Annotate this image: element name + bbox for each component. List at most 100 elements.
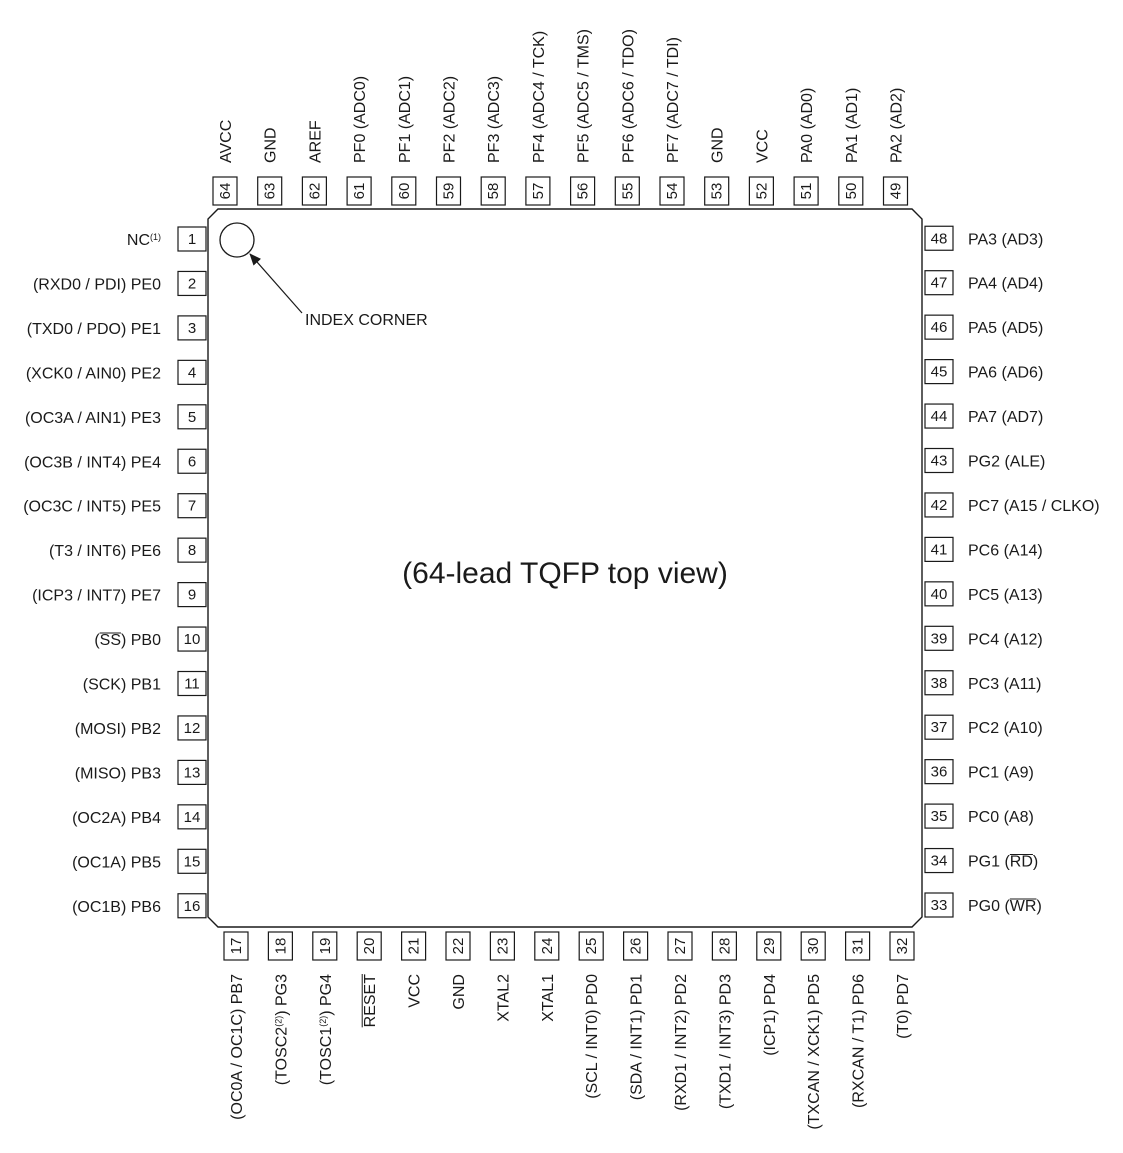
pin-box bbox=[480, 176, 506, 206]
pin-label: PG1 (RD) bbox=[968, 854, 1038, 871]
signal-text: PA0 (AD0) bbox=[799, 88, 816, 163]
pin-33: 33 PG0 (WR) bbox=[924, 892, 1042, 918]
pin-label: PA6 (AD6) bbox=[968, 365, 1043, 382]
pin-number: 40 bbox=[931, 586, 948, 603]
pin-label: AREF bbox=[307, 120, 324, 163]
pin-label: (RXCAN / T1) PD6 bbox=[851, 974, 868, 1108]
pin-label: (TXD0 / PDO) PE1 bbox=[27, 321, 161, 338]
signal-text: XTAL1 bbox=[540, 974, 557, 1022]
pin-45: 45 PA6 (AD6) bbox=[924, 359, 1043, 385]
signal-text: (TXD1 / INT3) PD3 bbox=[717, 974, 734, 1109]
active-low-signal: WR bbox=[1010, 898, 1037, 915]
pin-number: 21 bbox=[406, 938, 423, 955]
pin-box bbox=[257, 176, 283, 206]
pin-box bbox=[301, 176, 327, 206]
pin-35: 35 PC0 (A8) bbox=[924, 803, 1034, 829]
pin-label: PF7 (ADC7 / TDI) bbox=[665, 37, 682, 163]
pin-number: 48 bbox=[931, 230, 948, 247]
pin-label: PC7 (A15 / CLKO) bbox=[968, 498, 1100, 515]
pin-label: PC5 (A13) bbox=[968, 587, 1043, 604]
pin-9: 9 (ICP3 / INT7) PE7 bbox=[32, 581, 207, 608]
signal-text: PC2 (A10) bbox=[968, 720, 1043, 737]
pin-box bbox=[177, 404, 207, 430]
footnote-marker: (2) bbox=[273, 1016, 283, 1027]
pin-14: 14 (OC2A) PB4 bbox=[72, 804, 207, 830]
pin-number: 8 bbox=[188, 542, 196, 559]
pin-number: 15 bbox=[184, 853, 201, 870]
pin-box bbox=[924, 225, 954, 251]
active-low-signal: RESET bbox=[362, 974, 379, 1028]
pin-number: 50 bbox=[843, 183, 860, 200]
signal-text: (TXCAN / XCK1) PD5 bbox=[806, 974, 823, 1130]
pin-37: 37 PC2 (A10) bbox=[924, 714, 1043, 740]
pin-number: 30 bbox=[805, 938, 822, 955]
pin-box bbox=[346, 176, 372, 206]
pin-label: (T0) PD7 bbox=[895, 974, 912, 1039]
pin-box bbox=[924, 403, 954, 429]
pin-number: 54 bbox=[664, 183, 681, 200]
index-corner-dot bbox=[219, 222, 255, 258]
pin-number: 3 bbox=[188, 320, 196, 337]
pin-number: 63 bbox=[262, 183, 279, 200]
pin-label: (XCK0 / AIN0) PE2 bbox=[26, 365, 161, 382]
signal-text: (MOSI) PB2 bbox=[75, 721, 161, 738]
pin-number: 2 bbox=[188, 275, 196, 292]
pin-label: GND bbox=[451, 974, 468, 1010]
signal-text: (T3 / INT6) PE6 bbox=[49, 543, 161, 560]
pin-number: 45 bbox=[931, 364, 948, 381]
footnote-marker: (2) bbox=[318, 1016, 328, 1027]
pin-1: 1 NC(1) bbox=[127, 226, 207, 252]
pin-label: (TXD1 / INT3) PD3 bbox=[717, 974, 734, 1109]
pin-number: 10 bbox=[184, 631, 201, 648]
pin-44: 44 PA7 (AD7) bbox=[924, 403, 1043, 429]
signal-text: PA4 (AD4) bbox=[968, 276, 1043, 293]
pin-label: PG2 (ALE) bbox=[968, 454, 1045, 471]
pin-box bbox=[667, 931, 693, 961]
pin-label: PC1 (A9) bbox=[968, 765, 1034, 782]
pin-box bbox=[924, 892, 954, 918]
pin-box bbox=[924, 714, 954, 740]
pin-label: AVCC bbox=[218, 120, 235, 163]
package-title: (64-lead TQFP top view) bbox=[402, 557, 728, 590]
footnote-marker: (1) bbox=[150, 232, 161, 242]
pin-18: 18 (TOSC2(2)) PG3 bbox=[267, 931, 293, 1085]
active-low-signal: RD bbox=[1010, 854, 1033, 871]
pin-box bbox=[177, 448, 207, 474]
signal-text: (OC3A / AIN1) PE3 bbox=[25, 410, 161, 427]
pin-label: PA0 (AD0) bbox=[799, 88, 816, 163]
pin-box bbox=[356, 931, 382, 961]
pin-42: 42 PC7 (A15 / CLKO) bbox=[924, 492, 1100, 518]
pin-27: 27 (RXD1 / INT2) PD2 bbox=[667, 931, 693, 1111]
signal-text: (TXD0 / PDO) PE1 bbox=[27, 321, 161, 338]
pin-label: PA2 (AD2) bbox=[889, 88, 906, 163]
signal-text: (MISO) PB3 bbox=[75, 765, 161, 782]
pin-label: PC0 (A8) bbox=[968, 809, 1034, 826]
pin-4: 4 (XCK0 / AIN0) PE2 bbox=[26, 359, 207, 385]
signal-text: AVCC bbox=[218, 120, 235, 163]
pin-label: PA1 (AD1) bbox=[844, 88, 861, 163]
pin-34: 34 PG1 (RD) bbox=[924, 847, 1038, 874]
pin-label: RESET bbox=[362, 974, 379, 1028]
pin-62: 62 AREF bbox=[301, 120, 327, 206]
signal-text: PA5 (AD5) bbox=[968, 320, 1043, 337]
pin-box bbox=[525, 176, 551, 206]
pin-16: 16 (OC1B) PB6 bbox=[72, 893, 207, 919]
pin-label: (OC3B / INT4) PE4 bbox=[24, 454, 161, 471]
pin-number: 52 bbox=[753, 183, 770, 200]
pin-label: PA7 (AD7) bbox=[968, 409, 1043, 426]
pin-number: 57 bbox=[530, 183, 547, 200]
signal-text: PC0 (A8) bbox=[968, 809, 1034, 826]
pin-box bbox=[489, 931, 515, 961]
pin-label: (SCK) PB1 bbox=[83, 677, 161, 694]
pin-number: 18 bbox=[272, 938, 289, 955]
pin-number: 35 bbox=[931, 808, 948, 825]
pin-48: 48 PA3 (AD3) bbox=[924, 225, 1043, 251]
pin-box bbox=[924, 447, 954, 474]
pin-number: 61 bbox=[351, 183, 368, 200]
pin-63: 63 GND bbox=[257, 127, 283, 206]
pin-label: PA4 (AD4) bbox=[968, 276, 1043, 293]
pin-number: 4 bbox=[188, 364, 196, 381]
pin-number: 38 bbox=[931, 675, 948, 692]
pin-box bbox=[924, 536, 954, 563]
pin-number: 27 bbox=[672, 938, 689, 955]
